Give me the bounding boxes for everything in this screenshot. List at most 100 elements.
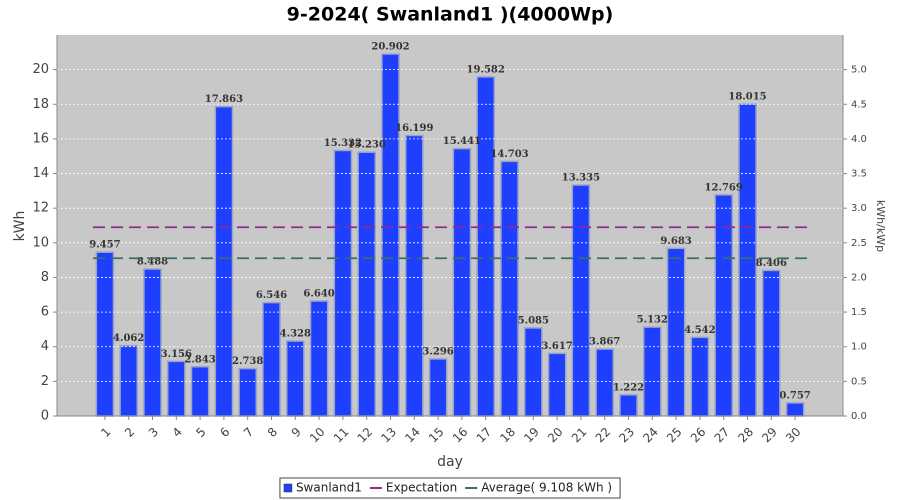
bar	[119, 344, 139, 417]
y-tick-label: 4	[41, 339, 49, 354]
value-label: 6.640	[303, 289, 334, 300]
y2-tick-label: 3.0	[851, 203, 867, 214]
bar	[333, 149, 353, 417]
x-tick-label: 11	[331, 425, 352, 446]
x-tick-label: 29	[759, 425, 780, 446]
y-tick-label: 20	[32, 62, 49, 77]
value-label: 20.902	[371, 42, 409, 53]
bar	[666, 247, 686, 417]
bar	[785, 402, 805, 417]
x-tick-label: 24	[640, 425, 661, 446]
value-label: 16.199	[395, 123, 433, 134]
plot-area	[57, 35, 843, 416]
y2-tick-label: 0.5	[851, 376, 867, 387]
value-label: 4.542	[684, 325, 715, 336]
x-tick-label: 1	[98, 425, 113, 440]
y-tick-label: 18	[32, 97, 49, 112]
bar	[238, 367, 258, 417]
bar	[95, 251, 115, 417]
value-label: 8.488	[137, 257, 168, 268]
legend-swatch	[283, 483, 293, 493]
legend-label: Expectation	[386, 481, 457, 495]
x-tick-label: 8	[265, 425, 280, 440]
value-label: 3.617	[541, 341, 572, 352]
bar	[595, 348, 615, 417]
x-tick-label: 22	[593, 425, 614, 446]
value-label: 4.328	[280, 329, 311, 340]
y-tick-label: 10	[32, 235, 49, 250]
bar	[523, 327, 543, 417]
bar	[214, 105, 234, 417]
value-label: 15.230	[348, 140, 386, 151]
value-label: 4.062	[113, 333, 144, 344]
x-tick-label: 3	[146, 425, 161, 440]
x-tick-label: 2	[122, 425, 137, 440]
y-tick-label: 12	[32, 201, 49, 216]
value-label: 9.457	[89, 240, 120, 251]
chart-title: 9-2024( Swanland1 )(4000Wp)	[287, 4, 614, 26]
bar	[452, 147, 472, 417]
x-tick-label: 10	[307, 425, 328, 446]
legend-label: Swanland1	[296, 481, 362, 495]
bar	[166, 360, 186, 417]
legend-frame	[279, 477, 621, 499]
bar	[500, 160, 519, 417]
value-label: 17.863	[205, 94, 243, 105]
value-label: 6.546	[256, 290, 287, 301]
value-label: 1.222	[613, 382, 644, 393]
y2-axis-title: kWh/kWp	[874, 200, 887, 252]
value-label: 3.296	[422, 346, 453, 357]
x-tick-label: 12	[355, 425, 376, 446]
x-tick-label: 19	[521, 425, 542, 446]
y2-tick-label: 0.0	[851, 411, 867, 422]
x-tick-label: 27	[712, 425, 733, 446]
bar	[547, 352, 567, 417]
x-axis-title: day	[437, 454, 463, 470]
y2-tick-label: 5.0	[851, 65, 867, 76]
bar	[642, 326, 662, 417]
value-label: 5.132	[637, 315, 668, 326]
value-label: 19.582	[467, 64, 505, 75]
value-label: 2.843	[184, 354, 215, 365]
bar	[690, 336, 710, 417]
bar	[262, 301, 281, 417]
y-tick-label: 0	[41, 409, 49, 424]
x-tick-label: 6	[217, 425, 232, 440]
bar	[738, 103, 757, 417]
x-tick-label: 15	[426, 425, 447, 446]
value-label: 3.156	[161, 349, 192, 360]
y2-tick-label: 2.0	[851, 272, 867, 283]
x-tick-label: 30	[783, 425, 804, 446]
x-tick-label: 5	[193, 425, 208, 440]
x-tick-label: 17	[474, 425, 495, 446]
x-tick-label: 4	[170, 425, 185, 440]
value-label: 2.738	[232, 356, 263, 367]
bar	[404, 134, 424, 417]
y-tick-label: 6	[41, 305, 49, 320]
legend: Swanland1 Expectation Average( 9.108 kWh )	[279, 477, 621, 499]
x-tick-label: 13	[378, 425, 399, 446]
x-tick-label: 7	[241, 425, 256, 440]
bar	[190, 366, 210, 417]
bar	[476, 76, 496, 417]
bar	[381, 53, 400, 417]
x-tick-label: 23	[616, 425, 637, 446]
value-label: 15.441	[443, 136, 481, 147]
y-tick-label: 2	[41, 374, 49, 389]
value-label: 13.335	[562, 173, 600, 184]
x-tick-label: 18	[497, 425, 518, 446]
y-axis-title: kWh	[12, 211, 28, 242]
value-label: 14.703	[490, 149, 528, 160]
y-tick-label: 16	[32, 131, 49, 146]
bar	[357, 151, 377, 417]
x-tick-label: 16	[450, 425, 471, 446]
x-tick-label: 14	[402, 425, 423, 446]
y2-tick-label: 4.0	[851, 134, 867, 145]
y-tick-label: 14	[32, 166, 49, 181]
value-label: 3.867	[589, 337, 620, 348]
y2-tick-label: 2.5	[851, 238, 867, 249]
x-tick-label: 9	[289, 425, 304, 440]
bar	[761, 269, 781, 417]
